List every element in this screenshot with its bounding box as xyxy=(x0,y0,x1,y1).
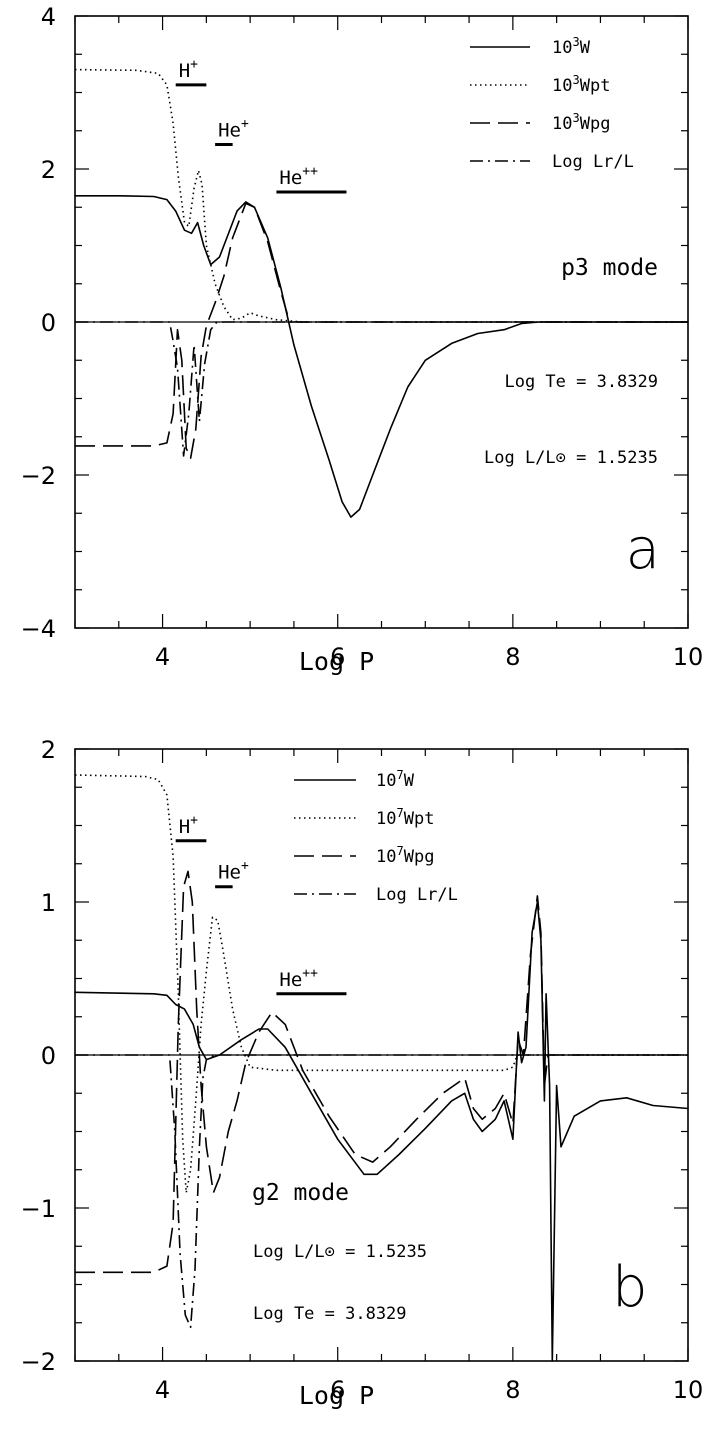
legend-base: 10 xyxy=(376,771,396,791)
x-tick-label: 10 xyxy=(673,1376,704,1404)
x-tick-label: 4 xyxy=(155,643,170,671)
zone-charge: + xyxy=(241,859,249,874)
zone-name: He xyxy=(218,120,241,142)
legend-quantity: Log Lr/L xyxy=(376,885,458,905)
legend-exponent: 3 xyxy=(572,73,579,87)
legend-label: 107Wpg xyxy=(376,844,434,867)
stellar-parameter-label: Log L/L⊙ = 1.5235 xyxy=(253,1242,427,1262)
y-tick-label: 2 xyxy=(41,156,56,184)
legend-label: Log Lr/L xyxy=(552,152,634,172)
legend-quantity: Wpg xyxy=(580,114,611,134)
series-dashdot-line xyxy=(75,321,688,457)
series-dashdot-line xyxy=(75,1054,688,1329)
zone-name: He xyxy=(218,862,241,884)
legend-exponent: 3 xyxy=(572,111,579,125)
zone-charge: + xyxy=(190,813,198,828)
stellar-parameter-label: Log L/L⊙ = 1.5235 xyxy=(484,448,658,468)
legend-base: 10 xyxy=(376,847,396,867)
zone-name: He xyxy=(279,167,302,189)
legend-label: Log Lr/L xyxy=(376,885,458,905)
x-tick-label: 8 xyxy=(505,643,520,671)
panel-letter: b xyxy=(612,1255,648,1320)
y-tick-label: 0 xyxy=(41,1042,56,1070)
series-dotted-line xyxy=(74,774,688,1194)
legend-exponent: 7 xyxy=(396,844,403,858)
zone-name: He xyxy=(279,969,302,991)
y-tick-label: −2 xyxy=(21,462,56,490)
y-tick-label: −1 xyxy=(21,1195,56,1223)
legend-quantity: W xyxy=(580,38,591,58)
plot-frame xyxy=(74,15,689,629)
legend-base: 10 xyxy=(552,76,572,96)
x-axis-title: Log P xyxy=(299,647,374,676)
y-tick-label: 0 xyxy=(41,309,56,337)
legend-base: 10 xyxy=(552,114,572,134)
legend-label: 103Wpg xyxy=(552,111,610,134)
legend-quantity: W xyxy=(404,771,415,791)
legend-quantity: Log Lr/L xyxy=(552,152,634,172)
y-tick-label: 1 xyxy=(41,889,56,917)
legend-quantity: Wpg xyxy=(404,847,435,867)
zone-charge: + xyxy=(241,117,249,132)
series-solid-line xyxy=(74,901,689,1362)
ionization-zone-label: H+ xyxy=(179,813,198,838)
legend-exponent: 7 xyxy=(396,768,403,782)
x-axis-title: Log P xyxy=(299,1381,374,1410)
legend-quantity: Wpt xyxy=(404,809,435,829)
legend-label: 107W xyxy=(376,768,415,791)
y-tick-label: −4 xyxy=(21,615,56,643)
mode-label: g2 mode xyxy=(252,1180,349,1206)
series-dotted-line xyxy=(74,68,688,323)
legend-base: 10 xyxy=(552,38,572,58)
panel-letter: a xyxy=(626,517,660,582)
legend-label: 103Wpt xyxy=(552,73,610,96)
ionization-zone-label: He+ xyxy=(218,859,249,884)
legend-base: 10 xyxy=(376,809,396,829)
x-tick-label: 10 xyxy=(673,643,704,671)
legend-exponent: 3 xyxy=(572,35,579,49)
y-tick-label: −2 xyxy=(21,1348,56,1376)
ionization-zone-label: H+ xyxy=(179,57,198,82)
ionization-zone-label: He++ xyxy=(279,164,318,189)
series-solid-line xyxy=(74,195,689,518)
legend-label: 103W xyxy=(552,35,591,58)
zone-charge: + xyxy=(190,57,198,72)
y-tick-label: 4 xyxy=(41,3,56,31)
mode-label: p3 mode xyxy=(561,255,658,281)
zone-charge: ++ xyxy=(302,966,318,981)
ionization-zone-label: He++ xyxy=(279,966,318,991)
x-tick-label: 8 xyxy=(505,1376,520,1404)
zone-name: H xyxy=(179,816,190,838)
y-tick-label: 2 xyxy=(41,736,56,764)
legend-exponent: 7 xyxy=(396,806,403,820)
series-dashed-line xyxy=(75,202,688,459)
zone-name: H xyxy=(179,60,190,82)
x-tick-label: 6 xyxy=(330,1376,345,1404)
zone-charge: ++ xyxy=(302,164,318,179)
stellar-parameter-label: Log Te = 3.8329 xyxy=(504,372,658,392)
ionization-zone-label: He+ xyxy=(218,117,249,142)
x-tick-label: 6 xyxy=(330,643,345,671)
x-tick-label: 4 xyxy=(155,1376,170,1404)
legend-label: 107Wpt xyxy=(376,806,434,829)
stellar-parameter-label: Log Te = 3.8329 xyxy=(253,1304,407,1324)
plot-frame xyxy=(74,748,689,1362)
legend-quantity: Wpt xyxy=(580,76,611,96)
series-dashed-line xyxy=(75,870,688,1274)
